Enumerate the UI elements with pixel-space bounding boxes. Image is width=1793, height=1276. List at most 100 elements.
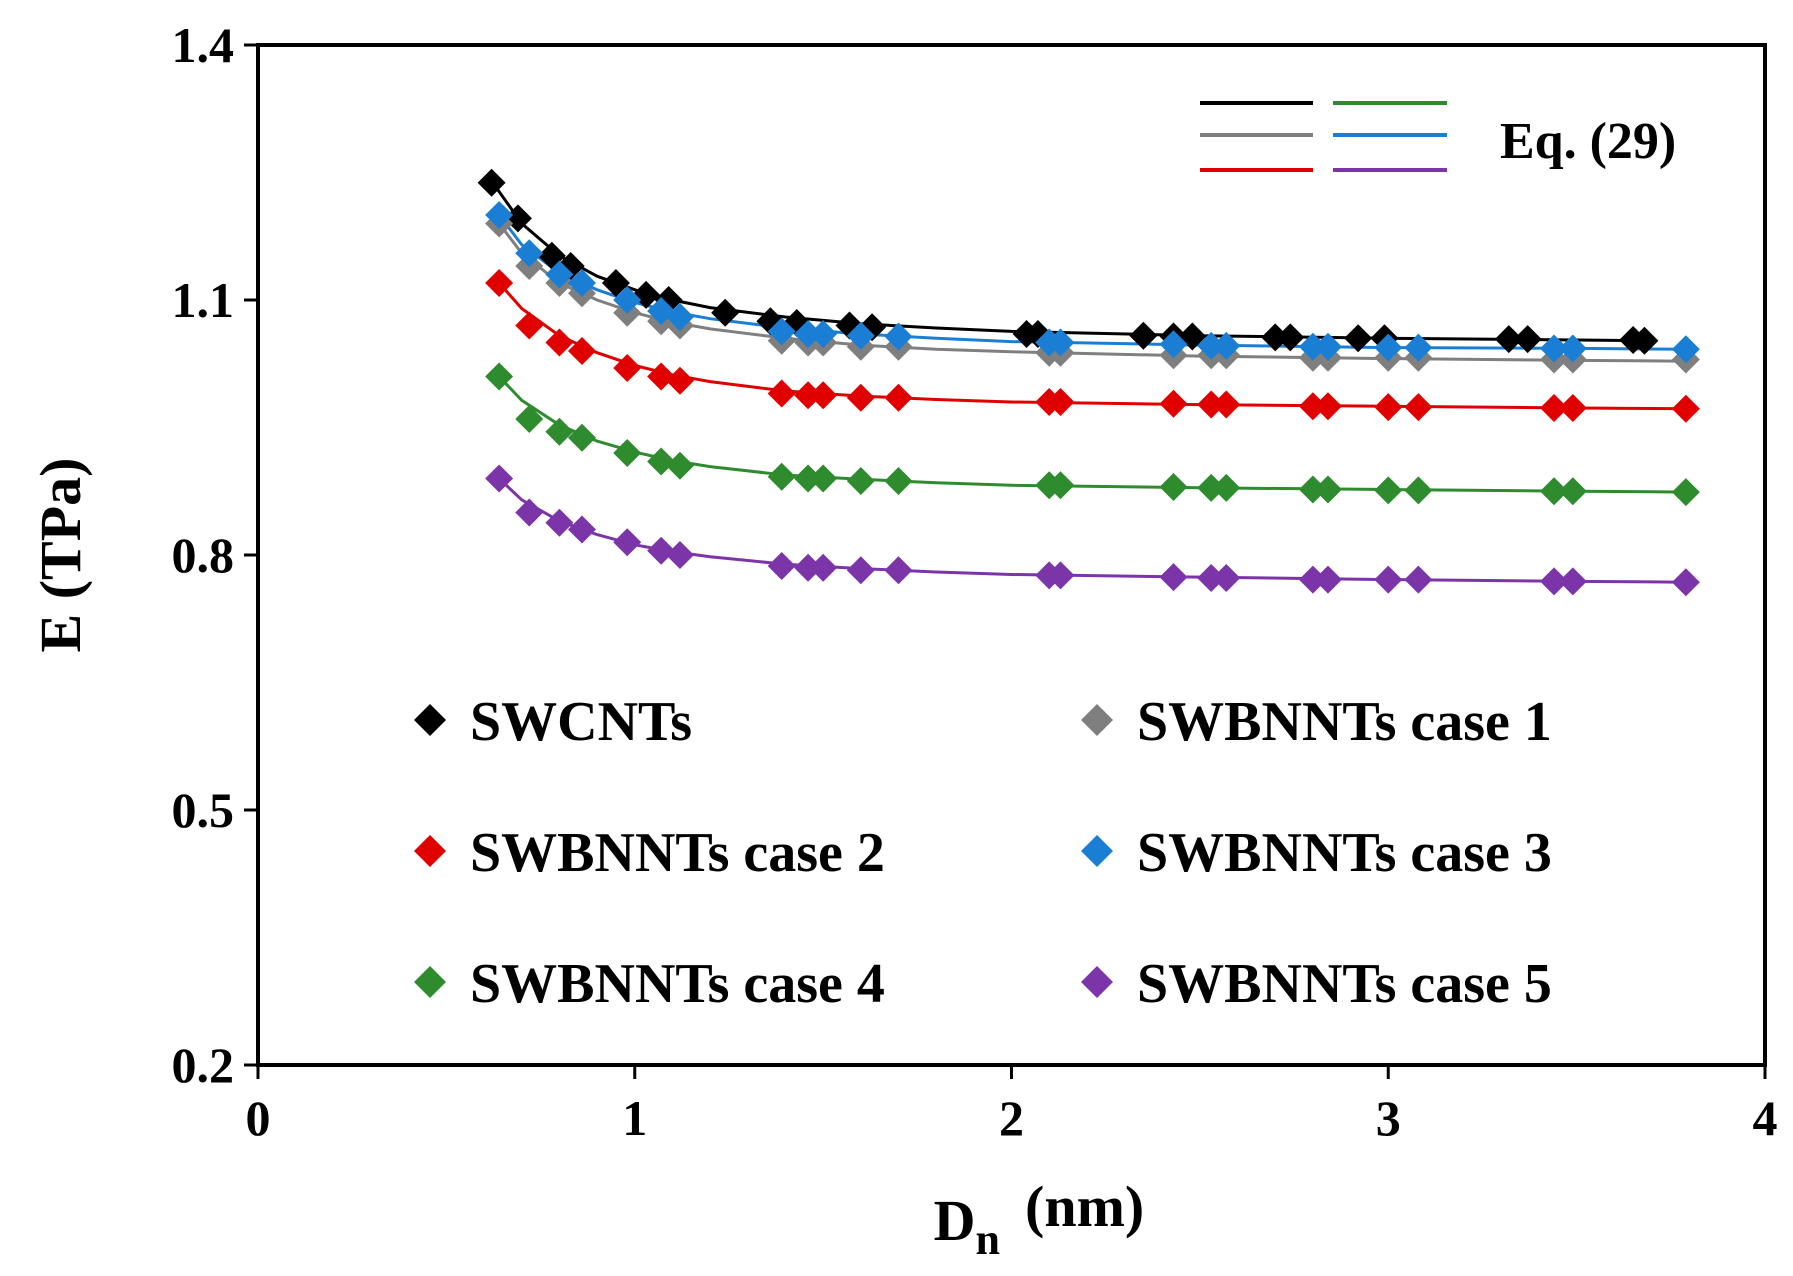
data-point-series-3 xyxy=(809,381,838,410)
data-point-series-5 xyxy=(1046,471,1075,500)
data-point-series-3 xyxy=(485,269,514,297)
legend-label-series-6: SWBNNTs case 5 xyxy=(1137,953,1552,1015)
data-point-series-5 xyxy=(794,464,823,493)
y-tick-label: 1.1 xyxy=(172,272,235,328)
legend-label-series-5: SWBNNTs case 4 xyxy=(470,953,885,1015)
data-point-series-5 xyxy=(1558,477,1587,506)
data-point-series-5 xyxy=(846,467,875,496)
data-point-series-4 xyxy=(1159,330,1188,359)
data-point-series-4 xyxy=(568,269,597,297)
data-point-series-1 xyxy=(503,204,532,233)
data-point-series-5 xyxy=(767,462,796,491)
y-tick-label: 1.4 xyxy=(172,17,235,73)
data-point-series-3 xyxy=(1197,390,1226,419)
data-point-series-3 xyxy=(1404,393,1433,422)
data-point-series-1 xyxy=(1129,321,1158,350)
data-point-series-4 xyxy=(1671,335,1700,364)
x-axis-ticks: 0 1 2 3 4 xyxy=(246,1065,1778,1146)
data-point-series-3 xyxy=(767,379,796,408)
data-point-series-4 xyxy=(1197,331,1226,360)
data-point-series-6 xyxy=(1404,565,1433,594)
data-point-series-1 xyxy=(1261,323,1290,352)
data-point-series-3 xyxy=(1313,392,1342,421)
legend-label-series-1: SWCNTs xyxy=(470,691,692,753)
data-point-series-3 xyxy=(1374,393,1403,422)
data-point-series-6 xyxy=(665,541,694,569)
data-point-series-6 xyxy=(545,508,574,537)
data-point-series-6 xyxy=(1540,567,1569,596)
data-point-series-4 xyxy=(485,201,514,229)
data-point-series-3 xyxy=(846,383,875,412)
data-point-series-6 xyxy=(1313,565,1342,594)
data-point-series-6 xyxy=(1046,561,1075,590)
x-tick-label: 4 xyxy=(1753,1090,1778,1146)
markers-layer xyxy=(477,168,1700,597)
x-tick-label: 3 xyxy=(1376,1090,1401,1146)
data-point-series-6 xyxy=(1197,563,1226,592)
data-point-series-5 xyxy=(1212,473,1241,502)
data-point-series-4 xyxy=(1374,333,1403,362)
x-axis-title-subscript: n xyxy=(976,1215,1000,1264)
data-point-series-3 xyxy=(1046,388,1075,416)
data-point-series-3 xyxy=(794,381,823,410)
data-point-series-5 xyxy=(665,451,694,480)
data-point-series-3 xyxy=(647,362,676,391)
data-point-series-1 xyxy=(1494,325,1523,354)
data-point-series-4 xyxy=(545,260,574,289)
data-point-series-3 xyxy=(1212,390,1241,419)
data-point-series-1 xyxy=(711,298,740,327)
data-point-series-3 xyxy=(1540,393,1569,422)
data-point-series-3 xyxy=(613,354,642,382)
data-point-series-3 xyxy=(568,337,597,365)
y-axis-ticks: 0.2 0.5 0.8 1.1 1.4 xyxy=(172,17,258,1093)
data-point-series-5 xyxy=(1374,476,1403,505)
x-axis-unit: (nm) xyxy=(1025,1174,1144,1239)
data-point-series-3 xyxy=(884,383,913,412)
data-point-series-6 xyxy=(1298,565,1327,594)
legend-marker-series-2 xyxy=(1081,704,1113,736)
data-point-series-6 xyxy=(568,515,597,544)
data-point-series-3 xyxy=(545,328,574,357)
data-point-series-6 xyxy=(1671,568,1700,597)
equation-label: Eq. (29) xyxy=(1500,113,1676,170)
legend-label-series-3: SWBNNTs case 2 xyxy=(470,822,885,884)
data-point-series-1 xyxy=(477,168,506,197)
data-point-series-3 xyxy=(1558,393,1587,422)
legend-marker-series-3 xyxy=(414,835,446,867)
data-point-series-4 xyxy=(515,239,544,268)
data-point-series-5 xyxy=(613,439,642,467)
x-tick-label: 0 xyxy=(246,1090,271,1146)
y-tick-label: 0.8 xyxy=(172,527,235,583)
data-point-series-5 xyxy=(1159,473,1188,501)
data-point-series-1 xyxy=(1630,326,1659,355)
x-axis-title-main: D xyxy=(934,1188,976,1253)
legend-marker-series-6 xyxy=(1081,966,1113,998)
data-point-series-5 xyxy=(1404,476,1433,505)
data-point-series-4 xyxy=(809,320,838,348)
data-point-series-4 xyxy=(1046,328,1075,357)
data-point-series-4 xyxy=(1558,334,1587,363)
data-point-series-6 xyxy=(515,498,544,527)
data-point-series-4 xyxy=(1540,334,1569,363)
data-point-series-6 xyxy=(1159,563,1188,592)
y-tick-label: 0.2 xyxy=(172,1037,235,1093)
data-point-series-5 xyxy=(515,405,544,433)
data-point-series-6 xyxy=(767,552,796,581)
data-point-series-6 xyxy=(613,528,642,557)
data-point-series-5 xyxy=(809,464,838,493)
x-tick-label: 2 xyxy=(999,1090,1024,1146)
data-point-series-4 xyxy=(884,322,913,351)
data-point-series-3 xyxy=(665,366,694,395)
data-point-series-4 xyxy=(1298,332,1327,361)
data-point-series-4 xyxy=(794,320,823,348)
data-point-series-3 xyxy=(1671,394,1700,423)
data-point-series-5 xyxy=(568,423,597,452)
data-point-series-6 xyxy=(846,556,875,585)
legend: SWCNTs SWBNNTs case 1 SWBNNTs case 2 SWBNNT… xyxy=(414,691,1552,1015)
data-point-series-1 xyxy=(1344,324,1373,353)
data-point-series-5 xyxy=(1540,477,1569,506)
data-point-series-4 xyxy=(665,303,694,331)
equation-key xyxy=(1200,101,1447,172)
